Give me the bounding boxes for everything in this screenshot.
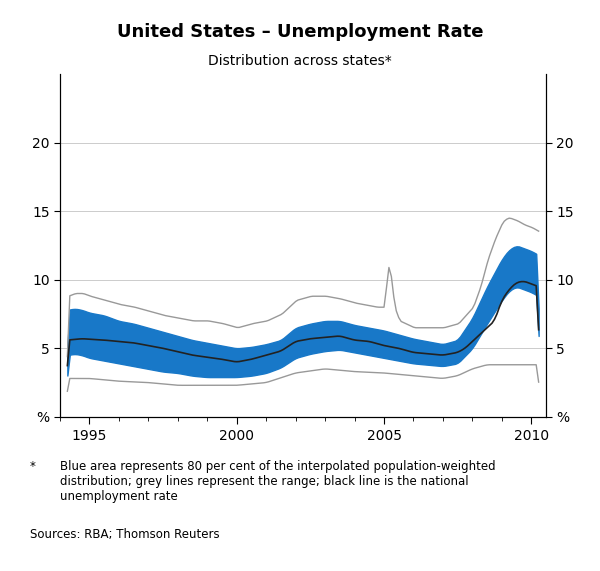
Text: Distribution across states*: Distribution across states*: [208, 54, 392, 69]
Text: Blue area represents 80 per cent of the interpolated population-weighted
distrib: Blue area represents 80 per cent of the …: [60, 460, 496, 502]
Text: United States – Unemployment Rate: United States – Unemployment Rate: [117, 23, 483, 41]
Text: *: *: [30, 460, 36, 473]
Text: Sources: RBA; Thomson Reuters: Sources: RBA; Thomson Reuters: [30, 528, 220, 541]
